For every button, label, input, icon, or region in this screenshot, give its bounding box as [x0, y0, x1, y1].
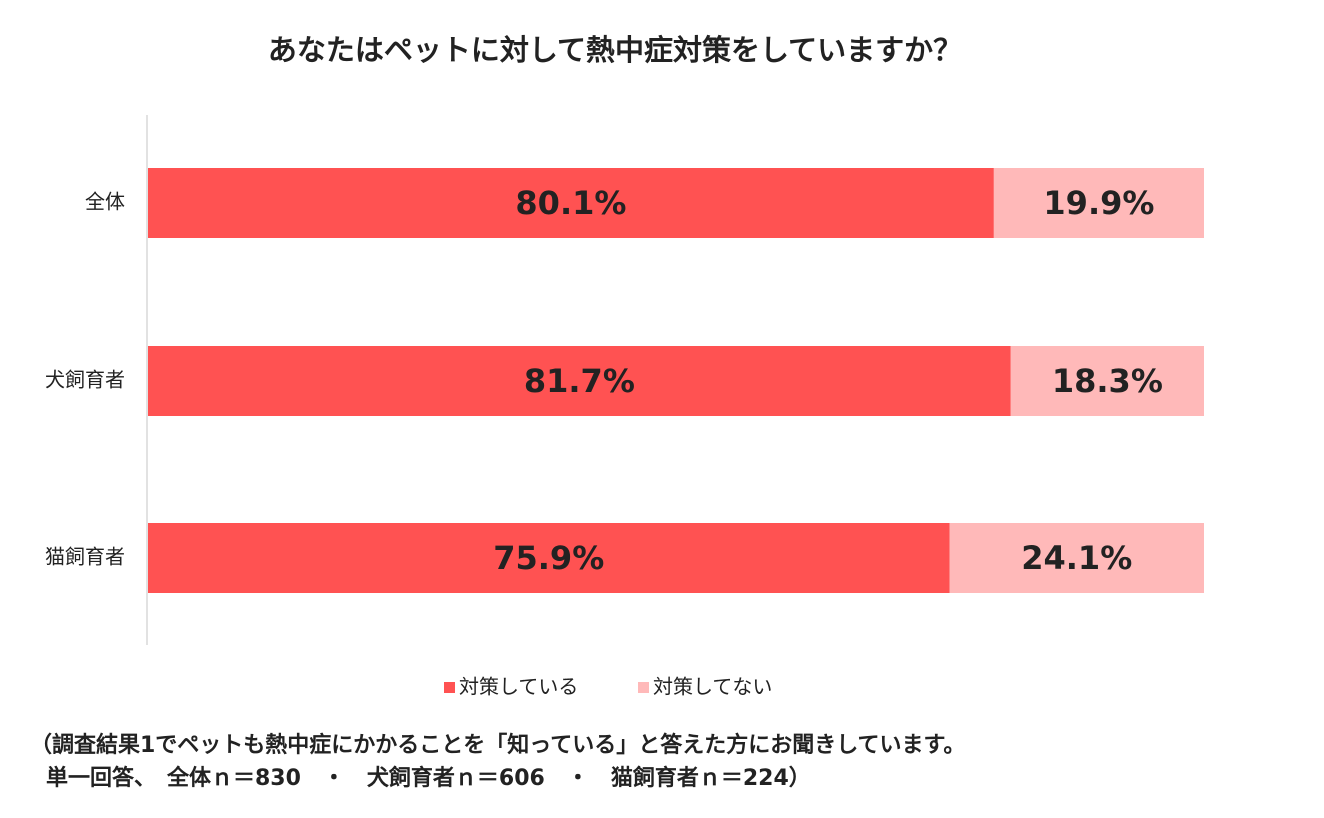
- bar-segment: [1010, 346, 1204, 416]
- bar-segment: [148, 168, 994, 238]
- y-tick-label: 全体: [85, 190, 125, 214]
- bar-segment: [148, 346, 1011, 416]
- data-label: 24.1%: [1021, 539, 1132, 577]
- footnote: 単一回答、 全体ｎ＝830 ・ 犬飼育者ｎ＝606 ・ 猫飼育者ｎ＝224）: [46, 765, 811, 791]
- data-label: 19.9%: [1043, 184, 1154, 222]
- legend-swatch: [444, 682, 455, 693]
- legend-label: 対策している: [459, 675, 578, 699]
- data-label: 81.7%: [524, 362, 635, 400]
- data-label: 80.1%: [515, 184, 626, 222]
- data-label: 75.9%: [493, 539, 604, 577]
- bar-segment: [148, 523, 950, 593]
- bar-segment: [949, 523, 1204, 593]
- legend-label: 対策してない: [653, 675, 772, 699]
- legend-swatch: [638, 682, 649, 693]
- bar-segment: [993, 168, 1204, 238]
- y-tick-label: 猫飼育者: [45, 545, 125, 569]
- y-tick-label: 犬飼育者: [45, 368, 125, 392]
- data-label: 18.3%: [1052, 362, 1163, 400]
- footnote: （調査結果1でペットも熱中症にかかることを「知っている」と答えた方にお聞きしてい…: [30, 732, 965, 758]
- chart-title: あなたはペットに対して熱中症対策をしていますか？: [268, 33, 962, 67]
